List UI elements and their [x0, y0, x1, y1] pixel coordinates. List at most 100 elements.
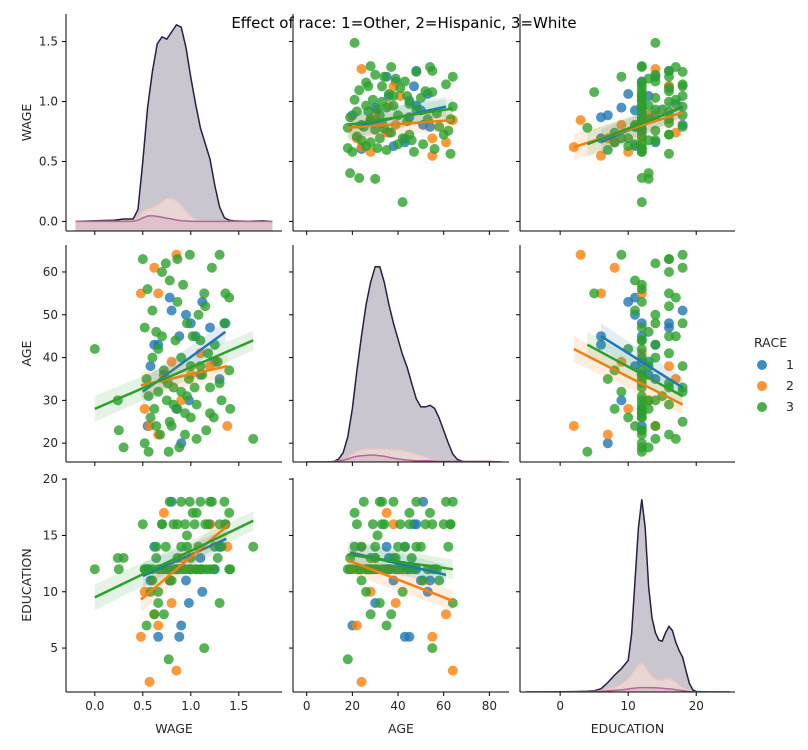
- point-race-3: [143, 391, 154, 402]
- kde-race1-fill: [526, 687, 731, 692]
- ci-band-race-2: [347, 110, 453, 141]
- point-race-3: [445, 148, 456, 159]
- point-race-2: [575, 249, 586, 260]
- point-race-3: [370, 173, 381, 184]
- point-race-3: [650, 258, 661, 269]
- point-race-3: [199, 643, 210, 654]
- y-tick-label: 1.5: [39, 35, 58, 49]
- point-race-3: [397, 133, 408, 144]
- y-tick-label: 10: [43, 585, 58, 599]
- point-race-3: [372, 530, 383, 541]
- ci-band-race-3: [94, 330, 254, 422]
- point-race-3: [406, 553, 417, 563]
- point-race-3: [429, 144, 440, 154]
- ci-band-race-2: [573, 336, 683, 415]
- ci-band-race-3: [587, 97, 683, 158]
- point-race-3: [427, 519, 438, 530]
- point-race-2: [609, 262, 620, 273]
- point-race-3: [147, 305, 158, 316]
- point-race-3: [365, 609, 376, 620]
- y-tick-label: 1.0: [39, 95, 58, 109]
- point-race-3: [395, 519, 406, 530]
- point-race-3: [616, 71, 627, 82]
- legend-marker-1: [757, 360, 767, 370]
- legend-marker-3: [757, 402, 767, 412]
- point-race-3: [349, 507, 360, 518]
- x-tick-label: 1.0: [181, 699, 200, 713]
- point-race-3: [199, 288, 210, 299]
- point-race-3: [370, 541, 381, 552]
- point-race-1: [596, 112, 606, 123]
- kde-total-fill: [75, 24, 273, 231]
- point-race-1: [197, 586, 208, 597]
- point-race-3: [203, 348, 214, 359]
- point-race-3: [248, 433, 259, 444]
- point-race-3: [182, 318, 192, 329]
- point-race-3: [636, 344, 647, 354]
- point-race-3: [224, 507, 235, 518]
- ci-band-race-3: [347, 98, 453, 138]
- point-race-3: [113, 564, 124, 575]
- panel-wage-vs-education: [516, 14, 735, 235]
- point-race-3: [427, 643, 438, 654]
- point-race-3: [216, 395, 227, 406]
- point-race-3: [616, 386, 627, 397]
- point-race-3: [393, 541, 403, 552]
- point-race-1: [616, 102, 627, 113]
- point-race-3: [201, 425, 212, 436]
- point-race-2: [356, 676, 367, 687]
- point-race-3: [643, 395, 654, 406]
- x-tick-label: 0.0: [85, 699, 104, 713]
- point-race-3: [164, 496, 175, 507]
- point-race-1: [411, 519, 422, 530]
- point-race-3: [149, 403, 160, 414]
- point-race-3: [441, 79, 451, 90]
- point-race-2: [351, 620, 362, 631]
- point-race-3: [191, 507, 202, 518]
- point-race-1: [596, 339, 606, 350]
- point-race-3: [677, 81, 688, 92]
- point-race-3: [415, 92, 426, 103]
- point-race-3: [636, 403, 647, 414]
- point-race-3: [178, 279, 189, 290]
- y-axis-label: AGE: [19, 340, 34, 366]
- point-race-3: [388, 100, 399, 111]
- point-race-2: [166, 356, 177, 367]
- point-race-3: [351, 106, 362, 117]
- point-race-3: [219, 496, 230, 507]
- point-race-3: [443, 125, 454, 136]
- point-race-1: [381, 541, 392, 552]
- point-race-3: [664, 301, 674, 312]
- point-race-1: [205, 322, 215, 333]
- point-race-2: [447, 665, 458, 676]
- x-tick-label: 1.5: [229, 699, 248, 713]
- point-race-2: [623, 403, 634, 414]
- point-race-3: [664, 83, 674, 94]
- legend-entry-2: 2: [757, 378, 794, 393]
- point-race-3: [214, 378, 225, 389]
- point-race-2: [166, 598, 177, 608]
- point-race-3: [411, 66, 422, 77]
- point-race-2: [575, 115, 586, 126]
- kde-total-line: [306, 265, 501, 462]
- point-race-1: [623, 89, 634, 99]
- point-race-3: [397, 586, 408, 597]
- panel-age-vs-education: [516, 245, 735, 466]
- point-race-3: [386, 564, 397, 575]
- point-race-3: [425, 507, 435, 518]
- point-race-2: [381, 507, 392, 518]
- point-race-3: [589, 288, 600, 299]
- y-tick-label: 30: [43, 393, 58, 407]
- regression-line-race-3: [586, 106, 684, 146]
- point-race-3: [397, 197, 408, 208]
- point-race-3: [180, 564, 190, 575]
- point-race-3: [200, 301, 211, 312]
- legend: RACE 1 2 3: [754, 335, 794, 414]
- point-race-3: [650, 92, 661, 103]
- point-race-2: [149, 262, 160, 273]
- point-race-3: [214, 249, 225, 260]
- point-race-3: [377, 519, 387, 530]
- point-race-3: [89, 564, 100, 575]
- point-race-3: [650, 135, 661, 146]
